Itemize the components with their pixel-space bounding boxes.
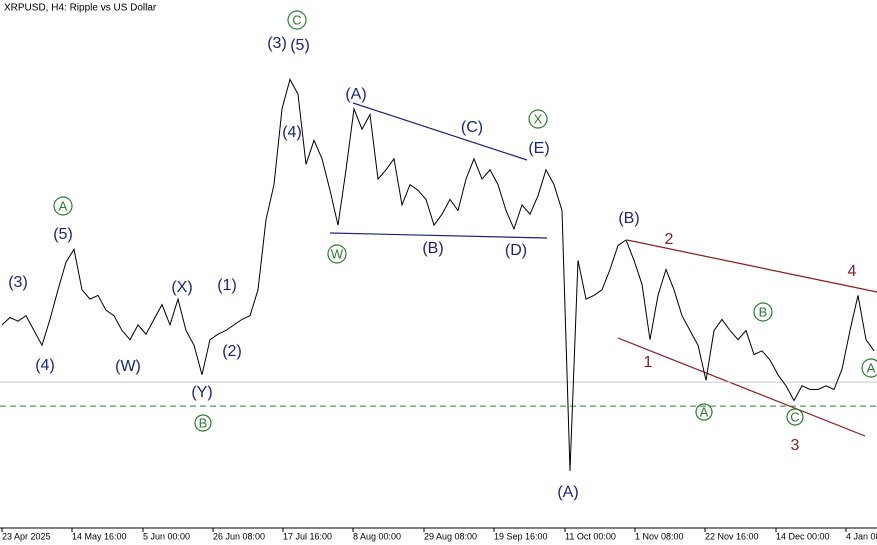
x-tick-label: 14 Dec 00:00 <box>776 531 830 541</box>
wave-label: B <box>759 304 768 319</box>
x-tick-label: 14 May 16:00 <box>72 531 127 541</box>
wave-label: C <box>790 409 799 424</box>
label-circle <box>786 408 804 426</box>
x-tick-label: 5 Jun 00:00 <box>143 531 190 541</box>
x-tick-label: 22 Nov 16:00 <box>705 531 759 541</box>
wave-label: A <box>700 404 709 419</box>
wave-label: A <box>867 360 876 375</box>
x-tick-label: 4 Jan 08:00 <box>846 531 877 541</box>
wave-label: (Y) <box>191 384 212 401</box>
wave-label: (B) <box>422 240 443 257</box>
wave-label: 2 <box>665 231 674 248</box>
wave-label: 3 <box>791 437 800 454</box>
x-tick-label: 29 Aug 08:00 <box>424 531 477 541</box>
x-tick-label: 1 Nov 08:00 <box>635 531 684 541</box>
wave-label: (W) <box>115 358 141 375</box>
wave-label: (4) <box>35 357 55 374</box>
trendline <box>352 102 528 161</box>
wave-label: (E) <box>528 140 549 157</box>
wave-label: X <box>534 111 543 126</box>
price-line <box>1 78 875 471</box>
wave-label: (3) <box>267 35 287 52</box>
label-circle <box>53 196 73 216</box>
wave-label: A <box>59 198 68 213</box>
wave-label: (C) <box>461 119 483 136</box>
wave-label: (4) <box>282 124 302 141</box>
wave-label: W <box>331 246 344 261</box>
wave-label: 4 <box>848 263 857 280</box>
label-circle <box>327 244 347 264</box>
wave-label: C <box>292 12 301 27</box>
x-tick-label: 11 Oct 00:00 <box>565 531 616 541</box>
wave-label: (5) <box>290 37 310 54</box>
wave-label: (2) <box>222 343 242 360</box>
wave-label: (1) <box>217 277 237 294</box>
label-circle <box>287 10 307 30</box>
wave-label: (X) <box>171 279 192 296</box>
wave-label: (B) <box>618 210 639 227</box>
wave-label: (A) <box>345 86 366 103</box>
x-tick-label: 8 Aug 00:00 <box>353 531 401 541</box>
label-circle <box>695 403 713 421</box>
label-circle <box>861 358 877 378</box>
wave-label: (3) <box>8 274 28 291</box>
x-tick-label: 17 Jul 16:00 <box>283 531 332 541</box>
wave-label: (D) <box>505 242 527 259</box>
x-tick-label: 26 Jun 08:00 <box>213 531 265 541</box>
x-tick-label: 23 Apr 2025 <box>2 531 51 541</box>
x-tick-label: 19 Sep 16:00 <box>494 531 548 541</box>
label-circle <box>753 302 773 322</box>
wave-label: (A) <box>557 484 578 501</box>
wave-label: 1 <box>644 354 653 371</box>
wave-label: (5) <box>53 226 73 243</box>
chart-title: XRPUSD, H4: Ripple vs US Dollar <box>4 3 157 14</box>
label-circle <box>528 109 548 129</box>
trendline <box>617 337 866 437</box>
label-circle <box>194 414 212 432</box>
trendline <box>626 239 877 293</box>
wave-label: B <box>199 415 208 430</box>
trendline <box>329 232 548 239</box>
